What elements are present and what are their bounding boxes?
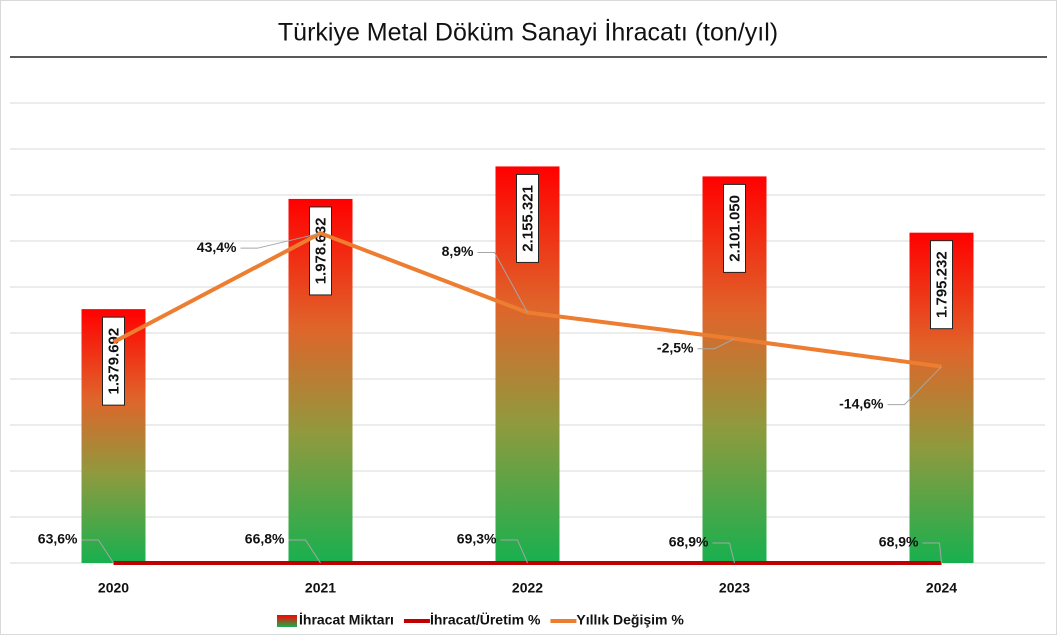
bar-label-box: [723, 183, 746, 273]
x-tick-label: 2023: [719, 580, 750, 596]
leader-line: [288, 539, 321, 564]
x-tick-label: 2020: [98, 580, 129, 596]
line-value-label: 66,8%: [245, 531, 285, 547]
x-tick-label: 2022: [512, 580, 543, 596]
x-tick-label: 2021: [305, 580, 336, 596]
leader-line: [887, 366, 942, 406]
bar-label-group: 1.978.632: [309, 206, 332, 296]
bar-label-group: 2.155.321: [516, 173, 539, 263]
x-tick-label: 2024: [926, 580, 957, 596]
leader-line: [500, 539, 528, 564]
chart-title: Türkiye Metal Döküm Sanayi İhracatı (ton…: [278, 18, 778, 47]
line-value-label: 68,9%: [879, 534, 919, 550]
bar-label-box: [516, 173, 539, 263]
line-value-label: 69,3%: [457, 531, 497, 547]
bar-label-box: [930, 240, 953, 330]
leader-line: [712, 542, 735, 564]
bar-value-label: 2.101.050: [726, 195, 743, 262]
bar-value-label: 2.155.321: [519, 185, 536, 252]
legend-label: İhracat/Üretim %: [430, 612, 541, 628]
bar-label-group: 1.795.232: [930, 240, 953, 330]
leader-line: [922, 542, 942, 564]
bar-label-box: [309, 206, 332, 296]
bar-value-label: 1.795.232: [933, 251, 950, 318]
line-value-label: -14,6%: [839, 395, 884, 411]
leader-line: [81, 539, 114, 564]
leader-line: [477, 252, 528, 313]
leader-line: [697, 338, 735, 350]
line-value-label: 68,9%: [669, 534, 709, 550]
line-value-label: 43,4%: [197, 239, 237, 255]
bar-label-group: 2.101.050: [723, 183, 746, 273]
legend-label: İhracat Miktarı: [299, 612, 394, 628]
line-value-label: -2,5%: [657, 339, 694, 355]
legend-label: Yıllık Değişim %: [576, 612, 684, 628]
line-value-label: 63,6%: [38, 531, 78, 547]
bar-label-group: 1.379.692: [102, 316, 125, 406]
leader-line: [240, 232, 321, 249]
bar-value-label: 1.978.632: [312, 218, 329, 285]
bar-value-label: 1.379.692: [105, 328, 122, 395]
legend-swatch: [277, 615, 297, 627]
line-value-label: 8,9%: [442, 243, 474, 259]
